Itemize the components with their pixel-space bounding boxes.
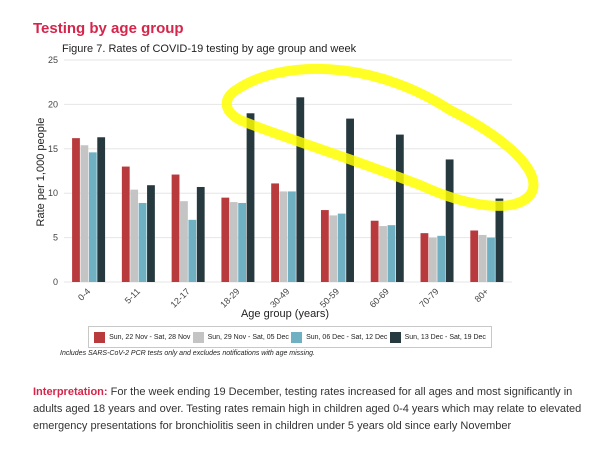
bar-18-29-series-3 (238, 202, 247, 282)
y-axis-label: Rate per 1,000 people (35, 118, 47, 227)
x-tick-label: 18-29 (218, 286, 241, 309)
bar-5-11-series-3 (138, 202, 147, 282)
bar-60-69-series-1 (370, 220, 379, 282)
x-tick-label: 50-59 (318, 286, 341, 309)
bar-70-79-series-3 (437, 235, 446, 282)
legend-item-4: Sun, 13 Dec - Sat, 19 Dec (389, 331, 486, 343)
bar-12-17-series-3 (188, 219, 197, 282)
x-tick-label: 80+ (473, 286, 491, 304)
figure-title: Figure 7. Rates of COVID-19 testing by a… (62, 43, 357, 55)
bar-30-49-series-2 (279, 191, 288, 282)
bar-60-69-series-3 (387, 225, 396, 282)
y-tick-label: 25 (48, 55, 58, 65)
bar-0-4-series-2 (80, 145, 89, 282)
bar-12-17-series-4 (196, 186, 205, 282)
bar-50-59-series-1 (320, 210, 329, 282)
bar-12-17-series-2 (180, 201, 188, 282)
section-heading: Testing by age group (33, 20, 184, 37)
legend-label: Sun, 29 Nov - Sat, 05 Dec (207, 333, 289, 341)
interpretation-text: For the week ending 19 December, testing… (33, 386, 582, 432)
y-tick-label: 10 (48, 188, 58, 198)
x-tick-label: 5-11 (123, 286, 142, 305)
bar-80+-series-1 (470, 230, 479, 282)
bar-18-29-series-2 (229, 202, 238, 282)
legend-label: Sun, 13 Dec - Sat, 19 Dec (404, 333, 486, 341)
bar-50-59-series-3 (337, 213, 346, 282)
bar-18-29-series-1 (221, 197, 230, 282)
x-tick-label: 60-69 (368, 286, 391, 309)
x-tick-labels: 0-4 5-11 12-17 18-29 30-49 50-59 60-69 70-79 80+ (76, 286, 490, 309)
legend-item-3: Sun, 06 Dec - Sat, 12 Dec (291, 331, 388, 343)
bar-18-29-series-4 (246, 113, 255, 282)
bar-60-69-series-4 (395, 134, 404, 282)
legend-swatch (291, 331, 303, 343)
bar-70-79-series-4 (445, 159, 454, 282)
legend-swatch (389, 331, 401, 343)
bar-5-11-series-2 (130, 189, 139, 282)
bar-30-49-series-4 (296, 97, 305, 283)
bar-70-79-series-2 (428, 237, 437, 282)
bars (72, 97, 504, 283)
bar-80+-series-4 (495, 198, 504, 282)
bar-30-49-series-1 (271, 183, 279, 282)
bar-60-69-series-2 (379, 226, 387, 282)
bar-12-17-series-1 (171, 174, 180, 282)
y-tick-label: 5 (53, 233, 58, 243)
bar-50-59-series-2 (329, 215, 338, 282)
y-tick-label: 20 (48, 99, 58, 109)
y-tick-label: 15 (48, 144, 58, 154)
bar-80+-series-2 (478, 234, 487, 282)
bar-0-4-series-4 (97, 137, 106, 282)
chart-legend: Sun, 22 Nov - Sat, 28 Nov Sun, 29 Nov - S… (88, 326, 492, 348)
x-tick-label: 70-79 (417, 286, 440, 309)
bar-0-4-series-3 (88, 152, 97, 282)
bar-5-11-series-1 (121, 166, 130, 282)
x-tick-label: 30-49 (268, 286, 291, 309)
bar-80+-series-3 (487, 237, 495, 282)
interpretation-label: Interpretation: (33, 386, 108, 398)
y-tick-label: 0 (53, 277, 58, 287)
legend-label: Sun, 22 Nov - Sat, 28 Nov (109, 333, 191, 341)
legend-swatch (94, 331, 106, 343)
y-tick-labels: 0 5 10 15 20 25 (48, 55, 58, 287)
legend-item-2: Sun, 29 Nov - Sat, 05 Dec (192, 331, 289, 343)
highlight-ellipse (221, 63, 539, 211)
legend-item-1: Sun, 22 Nov - Sat, 28 Nov (94, 331, 191, 343)
footnote: Includes SARS-CoV-2 PCR tests only and e… (60, 350, 315, 357)
legend-label: Sun, 06 Dec - Sat, 12 Dec (306, 333, 388, 341)
bar-0-4-series-1 (72, 138, 80, 282)
bar-50-59-series-4 (346, 118, 354, 282)
x-tick-label: 0-4 (76, 286, 92, 302)
x-axis-label: Age group (years) (241, 308, 329, 320)
interpretation-paragraph: Interpretation: For the week ending 19 D… (33, 384, 583, 435)
bar-30-49-series-3 (288, 191, 296, 282)
x-tick-label: 12-17 (169, 286, 192, 309)
bar-70-79-series-1 (420, 233, 429, 282)
legend-swatch (192, 331, 204, 343)
bar-5-11-series-4 (147, 185, 155, 282)
